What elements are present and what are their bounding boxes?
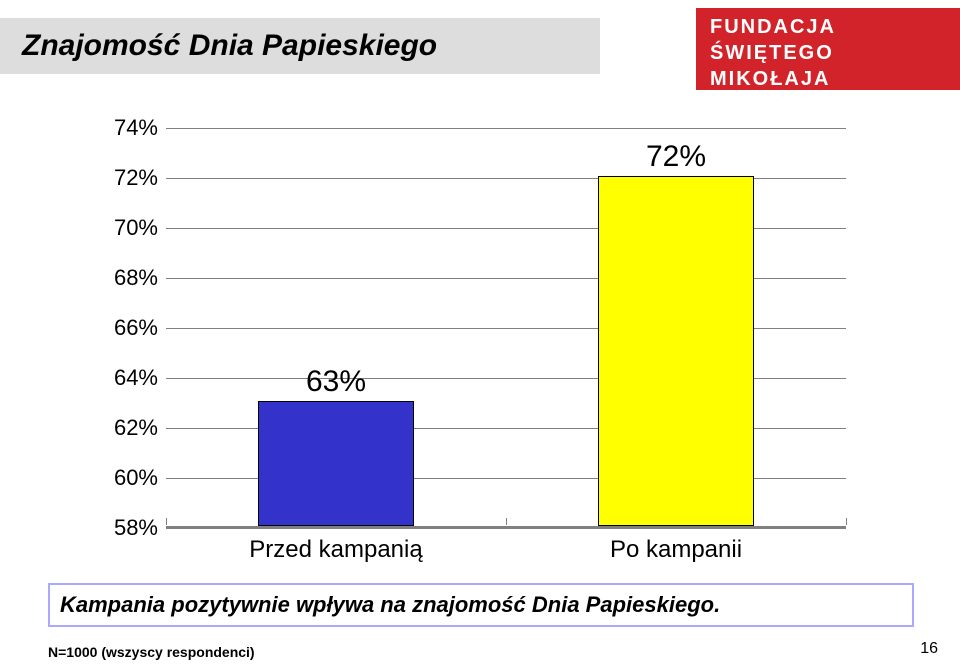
logo-line3: MIKOŁAJA: [710, 66, 946, 92]
conclusion-box: Kampania pozytywnie wpływa na znajomość …: [48, 583, 914, 627]
x-tick: [506, 518, 507, 525]
footnote: N=1000 (wszyscy respondenci): [48, 644, 255, 660]
x-tick: [846, 518, 847, 525]
plot-area: [166, 128, 846, 528]
x-category-label: Przed kampanią: [186, 536, 486, 564]
gridline: [166, 528, 846, 529]
logo-foundation: FUNDACJA ŚWIĘTEGO MIKOŁAJA: [696, 8, 960, 90]
y-tick-label: 72%: [88, 165, 158, 191]
y-tick-label: 64%: [88, 365, 158, 391]
page-number: 16: [920, 640, 938, 658]
bar-value-label: 72%: [616, 140, 736, 174]
logo-line1: FUNDACJA: [710, 14, 946, 40]
page-title: Znajomość Dnia Papieskiego: [22, 29, 437, 63]
y-tick-label: 62%: [88, 415, 158, 441]
bar: [598, 176, 754, 526]
x-category-label: Po kampanii: [526, 536, 826, 564]
y-tick-label: 60%: [88, 465, 158, 491]
bar-chart: 58%60%62%64%66%68%70%72%74%63%Przed kamp…: [88, 118, 860, 558]
y-tick-label: 74%: [88, 115, 158, 141]
x-tick: [166, 518, 167, 525]
conclusion-text: Kampania pozytywnie wpływa na znajomość …: [60, 592, 720, 618]
bar: [258, 401, 414, 526]
y-tick-label: 58%: [88, 515, 158, 541]
gridline: [166, 128, 846, 129]
logo-line2: ŚWIĘTEGO: [710, 40, 946, 66]
bar-value-label: 63%: [276, 365, 396, 399]
y-tick-label: 70%: [88, 215, 158, 241]
y-tick-label: 68%: [88, 265, 158, 291]
y-tick-label: 66%: [88, 315, 158, 341]
title-bar: Znajomość Dnia Papieskiego: [0, 18, 600, 74]
